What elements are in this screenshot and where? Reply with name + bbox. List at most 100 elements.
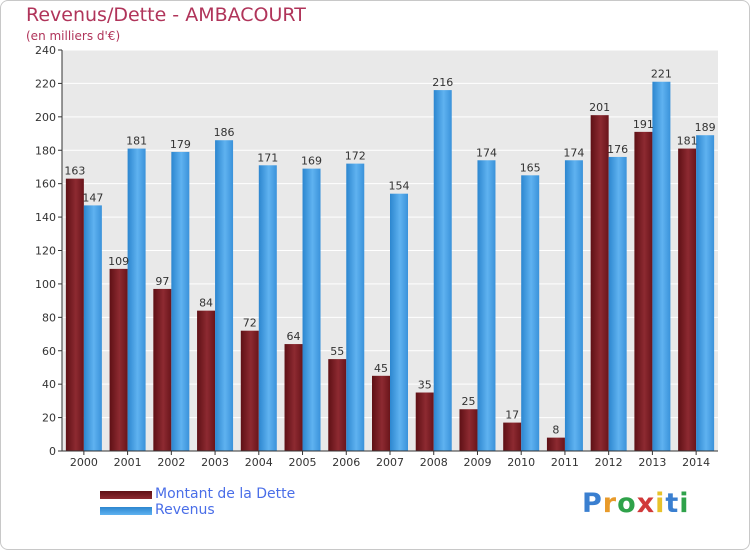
bar-revenus: [696, 135, 715, 451]
data-labels: 163 147 109 181 97 179 84 186 72 171 64 169 55 172 45 1…: [64, 68, 715, 437]
bar-dette: [153, 288, 172, 451]
bar-revenus: [215, 140, 234, 451]
bar-dette: [546, 437, 565, 451]
data-label-revenus: 165: [520, 161, 541, 174]
x-tick-label: 2004: [245, 456, 273, 469]
bar-dette: [109, 268, 128, 451]
x-tick-label: 2000: [70, 456, 98, 469]
proxiti-logo: Proxiti: [582, 488, 690, 519]
y-tick-label: 160: [35, 178, 56, 191]
y-tick-label: 240: [35, 44, 56, 57]
data-label-dette: 8: [552, 424, 559, 437]
bar-dette: [678, 148, 697, 451]
data-label-revenus: 171: [257, 151, 278, 164]
bars: [65, 81, 715, 452]
data-label-revenus: 174: [476, 146, 497, 159]
data-label-revenus: 169: [301, 155, 322, 168]
y-tick-label: 100: [35, 278, 56, 291]
y-tick-label: 200: [35, 111, 56, 124]
data-label-revenus: 179: [170, 138, 191, 151]
bar-dette: [65, 178, 84, 451]
logo-letter: r: [602, 488, 618, 519]
data-label-revenus: 154: [389, 180, 410, 193]
data-label-revenus: 216: [432, 76, 453, 89]
logo-letter: i: [655, 488, 666, 519]
y-tick-label: 20: [42, 412, 56, 425]
chart-title: Revenus/Dette - AMBACOURT: [26, 4, 306, 26]
data-label-revenus: 181: [126, 135, 147, 148]
axes: 0 20 40 60 80 100 120 140 160 180 200 220 240 2000 200…: [35, 44, 718, 469]
bar-dette: [197, 310, 216, 451]
data-label-revenus: 147: [82, 191, 103, 204]
data-label-dette: 25: [461, 395, 475, 408]
x-tick-label: 2009: [463, 456, 491, 469]
y-tick-label: 40: [42, 378, 56, 391]
data-label-revenus: 176: [607, 143, 628, 156]
data-label-dette: 163: [64, 165, 85, 178]
data-label-dette: 17: [505, 409, 519, 422]
data-label-dette: 97: [155, 275, 169, 288]
data-label-dette: 201: [589, 101, 610, 114]
bar-dette: [634, 131, 653, 451]
x-tick-label: 2013: [638, 456, 666, 469]
x-tick-label: 2001: [114, 456, 142, 469]
x-tick-label: 2003: [201, 456, 229, 469]
bar-revenus: [83, 205, 102, 451]
data-label-dette: 191: [633, 118, 654, 131]
bar-revenus: [652, 81, 671, 451]
bar-revenus: [433, 90, 452, 451]
bar-dette: [590, 115, 609, 451]
logo-letter: t: [665, 488, 680, 519]
data-label-dette: 35: [418, 379, 432, 392]
x-tick-label: 2010: [507, 456, 535, 469]
bar-dette: [459, 409, 478, 451]
data-label-dette: 181: [677, 135, 698, 148]
logo-letter: o: [617, 488, 637, 519]
data-label-revenus: 174: [563, 146, 584, 159]
y-tick-label: 120: [35, 245, 56, 258]
x-tick-label: 2002: [157, 456, 185, 469]
logo-letter: x: [636, 488, 656, 519]
y-tick-label: 60: [42, 345, 56, 358]
y-tick-label: 140: [35, 211, 56, 224]
data-label-dette: 84: [199, 297, 213, 310]
bar-revenus: [302, 168, 321, 452]
bar-dette: [503, 422, 522, 451]
y-tick-label: 220: [35, 77, 56, 90]
data-label-revenus: 186: [214, 126, 235, 139]
data-label-revenus: 172: [345, 150, 366, 163]
data-label-dette: 64: [287, 330, 301, 343]
chart-subtitle: (en milliers d'€): [26, 29, 121, 43]
bar-revenus: [171, 151, 190, 451]
y-tick-label: 0: [49, 445, 56, 458]
bar-dette: [284, 344, 303, 451]
bar-revenus: [564, 160, 583, 451]
bar-revenus: [477, 160, 496, 451]
bar-revenus: [127, 148, 146, 451]
y-tick-label: 180: [35, 144, 56, 157]
bar-dette: [372, 375, 390, 451]
bar-revenus: [608, 156, 627, 451]
x-tick-label: 2014: [682, 456, 710, 469]
bar-dette: [240, 330, 259, 451]
x-tick-label: 2006: [332, 456, 360, 469]
data-label-dette: 45: [374, 362, 388, 375]
x-tick-label: 2008: [420, 456, 448, 469]
legend-label-dette: Montant de la Dette: [155, 486, 296, 502]
bar-revenus: [390, 193, 408, 452]
logo-letter: P: [582, 488, 603, 519]
legend-swatch-dette: [100, 491, 152, 499]
data-label-dette: 55: [330, 345, 344, 358]
x-tick-label: 2007: [376, 456, 404, 469]
x-tick-label: 2005: [289, 456, 317, 469]
legend-swatch-revenus: [100, 507, 152, 515]
bar-dette: [415, 392, 434, 451]
bar-revenus: [346, 163, 365, 451]
legend-label-revenus: Revenus: [155, 502, 215, 518]
logo-letter: i: [679, 488, 690, 519]
x-tick-label: 2011: [551, 456, 579, 469]
data-label-dette: 72: [243, 317, 257, 330]
x-tick-label: 2012: [595, 456, 623, 469]
data-label-revenus: 189: [695, 121, 716, 134]
